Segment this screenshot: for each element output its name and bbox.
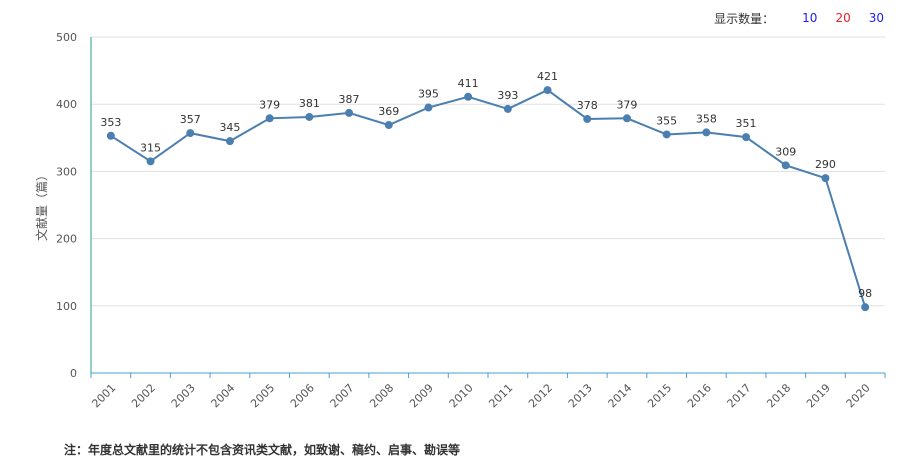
data-point (781, 161, 790, 170)
x-tick-label: 2002 (129, 381, 158, 410)
x-tick-label: 2010 (447, 381, 476, 410)
data-point (622, 114, 631, 123)
data-point (583, 114, 592, 123)
x-tick-label: 2007 (328, 381, 357, 410)
data-label: 351 (736, 117, 757, 130)
data-point (702, 128, 711, 137)
y-tick-label: 500 (56, 31, 77, 44)
data-point (265, 114, 274, 123)
x-tick-label: 2001 (89, 381, 118, 410)
data-label: 290 (815, 158, 836, 171)
x-tick-label: 2008 (367, 381, 396, 410)
footnote: 注：年度总文献里的统计不包含资讯类文献，如致谢、稿约、启事、勘误等 (64, 443, 461, 457)
data-label: 358 (696, 112, 717, 125)
x-tick-label: 2011 (486, 381, 515, 410)
display-count-label: 显示数量： (714, 11, 775, 26)
y-tick-label: 0 (70, 367, 77, 380)
x-tick-label: 2003 (169, 381, 198, 410)
data-label: 378 (577, 99, 598, 112)
data-point (186, 129, 195, 138)
data-label: 355 (656, 114, 677, 127)
data-point (305, 112, 314, 121)
data-point (861, 303, 870, 312)
data-point (106, 131, 115, 140)
y-tick-label: 100 (56, 300, 77, 313)
data-label: 345 (219, 121, 240, 134)
y-axis-label: 文献量（篇） (34, 169, 49, 241)
data-point (225, 137, 234, 146)
data-label: 393 (497, 89, 518, 102)
x-tick-label: 2014 (606, 381, 635, 410)
data-label: 379 (259, 98, 280, 111)
data-point (345, 108, 354, 117)
x-tick-label: 2017 (725, 381, 754, 410)
data-label: 309 (775, 145, 796, 158)
x-tick-label: 2009 (407, 381, 436, 410)
x-tick-label: 2004 (209, 381, 238, 410)
line-chart: 0 100 200 300 400 500 2001 2002 2003 2004 2005 2006… (34, 31, 886, 410)
data-label: 98 (858, 287, 872, 300)
display-count-control: 显示数量： 10 20 30 (714, 9, 884, 27)
x-tick-label: 2006 (288, 381, 317, 410)
y-tick-label: 200 (56, 233, 77, 246)
x-tick-label: 2015 (645, 381, 674, 410)
x-tick-label: 2020 (844, 381, 873, 410)
data-point (464, 92, 473, 101)
y-tick-label: 300 (56, 165, 77, 178)
x-tick-label: 2019 (804, 381, 833, 410)
data-label: 395 (418, 88, 439, 101)
data-label: 421 (537, 70, 558, 83)
data-label: 381 (299, 97, 320, 110)
data-label: 369 (378, 105, 399, 118)
data-label: 357 (180, 113, 201, 126)
data-point (503, 104, 512, 113)
y-tick-label: 400 (56, 98, 77, 111)
data-point (662, 130, 671, 139)
data-label: 387 (339, 93, 360, 106)
data-point (384, 121, 393, 130)
series-line (110, 88, 867, 308)
data-label: 315 (140, 141, 161, 154)
data-point (424, 103, 433, 112)
data-point (146, 157, 155, 166)
data-point (742, 133, 751, 142)
x-tick-label: 2012 (526, 381, 555, 410)
data-point (543, 86, 552, 95)
display-count-option-30[interactable]: 30 (868, 11, 884, 25)
data-point (821, 174, 830, 183)
data-label: 411 (458, 77, 479, 90)
x-tick-label: 2018 (764, 381, 793, 410)
x-tick-label: 2013 (566, 381, 595, 410)
display-count-option-20[interactable]: 20 (835, 11, 851, 25)
display-count-option-10[interactable]: 10 (802, 11, 818, 25)
x-tick-label: 2016 (685, 381, 714, 410)
data-label: 379 (616, 98, 637, 111)
data-label: 353 (100, 116, 121, 129)
x-tick-label: 2005 (248, 381, 277, 410)
